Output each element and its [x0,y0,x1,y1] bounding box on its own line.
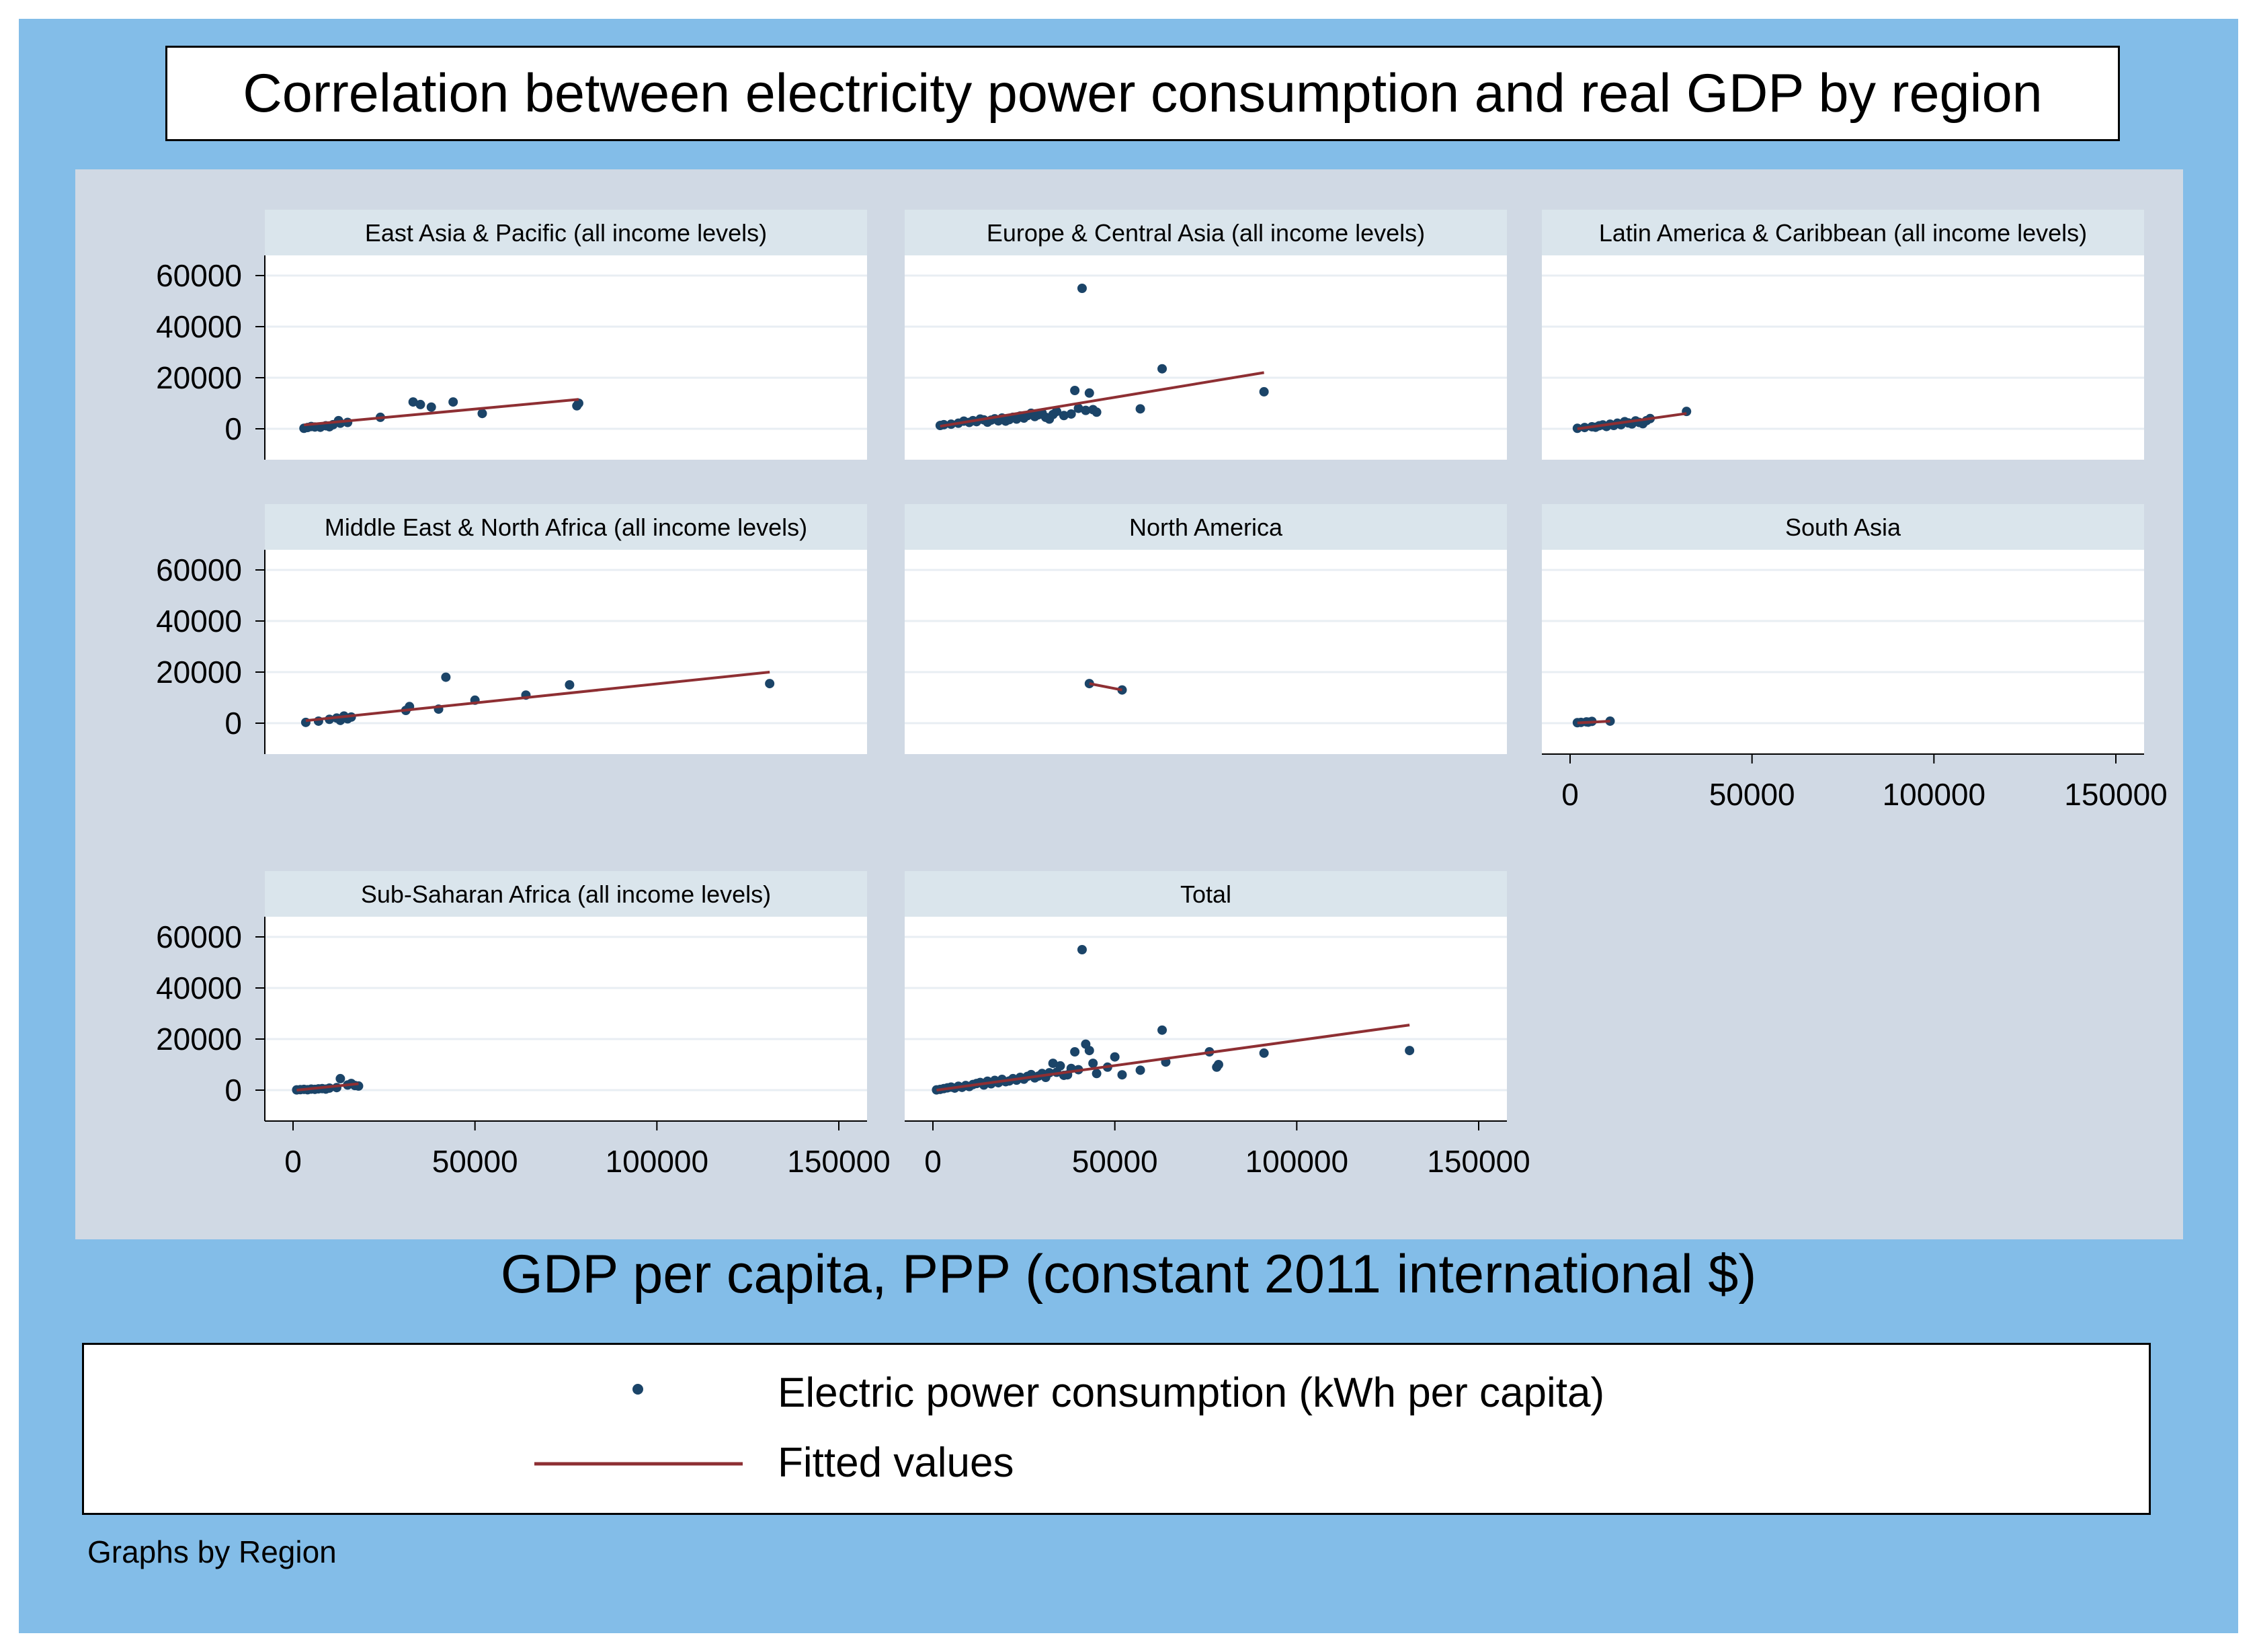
x-tick-label: 150000 [1427,1144,1530,1179]
data-point [1259,386,1269,397]
data-point [1088,1059,1098,1069]
data-point [1081,405,1091,415]
data-point [1052,407,1062,417]
legend-marker-symbol [632,1384,643,1395]
panel-header [1542,504,2144,550]
data-point [765,679,775,689]
data-point [1055,1061,1065,1071]
panel-header [1542,210,2144,255]
data-point [1259,1048,1269,1058]
x-tick-label: 0 [1561,777,1579,812]
data-point [1213,1060,1223,1069]
fit-line [304,398,579,427]
x-tick-label: 50000 [1072,1144,1158,1179]
data-point [415,399,425,409]
x-tick-label: 0 [924,1144,942,1179]
y-tick-label: 20000 [156,1022,242,1057]
legend-line-label: Fitted values [778,1440,1014,1486]
panel-title: Sub-Saharan Africa (all income levels) [361,880,771,908]
y-tick-label: 60000 [156,258,242,293]
chart-title-text: Correlation between electricity power co… [243,63,2043,124]
data-point [565,680,575,690]
data-point [477,409,487,419]
legend-symbols [534,1384,743,1466]
x-axis-title: GDP per capita, PPP (constant 2011 inter… [500,1244,1757,1305]
y-tick-label: 40000 [156,309,242,344]
x-tick-label: 100000 [1245,1144,1349,1179]
data-point [1059,411,1069,421]
data-point [1117,1070,1127,1080]
data-point [1157,1025,1167,1035]
panel-title: Middle East & North Africa (all income l… [325,513,807,541]
chart-title: Correlation between electricity power co… [165,46,2120,141]
data-point [1135,1065,1145,1075]
data-point [1157,364,1167,374]
data-point [1092,1069,1102,1079]
x-tick-label: 100000 [1883,777,1986,812]
panel-title: North America [1129,513,1283,541]
y-tick-label: 60000 [156,919,242,954]
graphs-by-note: Graphs by Region [87,1534,337,1569]
panel-title: Europe & Central Asia (all income levels… [987,219,1425,247]
panel-title: Total [1180,880,1231,908]
panel-header [905,504,1507,550]
panel-header [905,210,1507,255]
y-tick-label: 40000 [156,604,242,638]
y-tick-label: 0 [224,1073,242,1108]
fit-line [936,1024,1410,1091]
panel-plot-area [1542,550,2144,754]
y-tick-label: 0 [224,411,242,446]
data-point [1073,403,1083,413]
fit-line [296,1082,359,1091]
panel-plot-area [905,917,1507,1121]
panel-title: South Asia [1785,513,1901,541]
data-point [1070,386,1080,395]
data-point [1405,1046,1415,1056]
panel-header [265,210,867,255]
data-point [1135,404,1145,414]
x-tick-label: 150000 [2064,777,2168,812]
data-point [1070,1047,1080,1057]
data-point [448,397,458,407]
fit-line [305,671,770,722]
data-point [408,397,418,407]
x-tick-label: 0 [284,1144,302,1179]
y-tick-label: 0 [224,706,242,741]
fit-line [940,371,1264,428]
data-point [335,1073,345,1083]
data-point [1048,1059,1058,1069]
data-point [1092,407,1102,417]
panel-header [265,871,867,917]
panel-title: East Asia & Pacific (all income levels) [365,219,767,247]
y-tick-label: 60000 [156,552,242,587]
data-point [1110,1052,1120,1062]
data-point [1084,388,1094,398]
data-point [1077,945,1087,954]
y-tick-label: 20000 [156,655,242,690]
panel-plot-area [265,255,867,460]
data-point [1066,409,1076,419]
x-tick-label: 150000 [787,1144,891,1179]
x-tick-label: 50000 [432,1144,518,1179]
panel-plot-area [905,550,1507,754]
x-tick-label: 100000 [606,1144,709,1179]
y-tick-label: 20000 [156,360,242,395]
data-point [1084,1046,1094,1056]
x-tick-label: 50000 [1709,777,1795,812]
data-point [426,402,436,412]
data-point [1077,284,1087,293]
panel-plot-area [265,917,867,1121]
legend: Electric power consumption (kWh per capi… [82,1343,2151,1515]
legend-marker-label: Electric power consumption (kWh per capi… [778,1370,1605,1416]
fit-line [1577,412,1687,430]
panel-header [905,871,1507,917]
panel-plot-area [265,550,867,754]
data-point [441,672,451,682]
fit-line [1089,682,1122,692]
fit-line [1577,719,1610,725]
panel-title: Latin America & Caribbean (all income le… [1599,219,2087,247]
panel-header [265,504,867,550]
y-tick-label: 40000 [156,970,242,1005]
